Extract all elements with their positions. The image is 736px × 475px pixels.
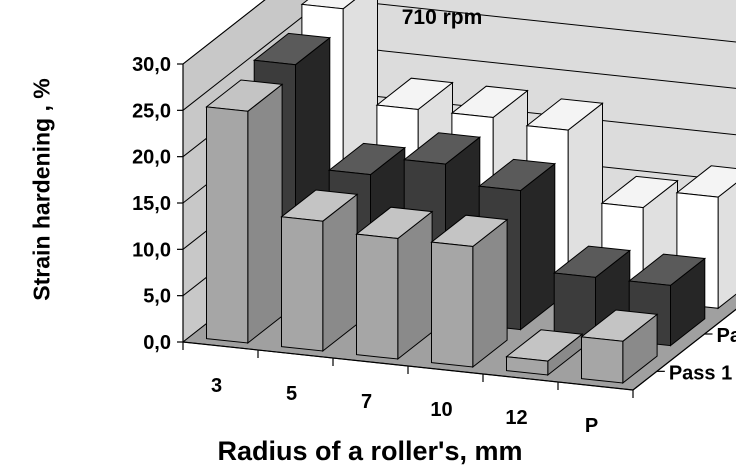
bar-front — [281, 216, 324, 352]
x-tick-label: 10 — [430, 399, 452, 421]
bar-front — [206, 106, 249, 344]
x-tick-label: 7 — [361, 391, 372, 413]
chart-title: 710 rpm — [401, 6, 483, 29]
x-axis: 3 5 7 10 12 P — [182, 341, 634, 437]
bar-side — [322, 193, 358, 353]
y-tick-label: 10,0 — [132, 239, 171, 261]
gridline — [182, 0, 736, 111]
bar-pass-1-10 — [430, 214, 509, 369]
x-axis-label: Radius of a roller's, mm — [217, 436, 523, 466]
bar-front — [356, 233, 399, 360]
y-tick-label: 25,0 — [132, 100, 171, 122]
y-tick-label: 15,0 — [132, 193, 171, 215]
bar-front — [506, 356, 549, 376]
y-axis: 0,0 5,0 10,0 15,0 20,0 25,0 30,0 — [132, 54, 184, 354]
series-label: Pass 1 — [669, 362, 732, 384]
bar-front — [553, 272, 596, 339]
x-tick-label: 3 — [211, 375, 222, 397]
bar-side — [520, 162, 556, 331]
gridline — [182, 0, 266, 65]
series-axis: Pass 1Pass 2Pass 3 — [632, 308, 736, 391]
y-axis-label: Strain hardening , % — [28, 78, 55, 301]
y-tick-label: 20,0 — [132, 147, 171, 169]
bar-pass-1-3 — [205, 79, 284, 345]
x-tick-label: 12 — [505, 407, 527, 429]
bar-front — [581, 336, 624, 384]
bar-front — [431, 241, 474, 368]
bar-pass-1-7 — [355, 206, 434, 361]
y-tick-label: 5,0 — [143, 286, 171, 308]
bars — [205, 0, 736, 385]
x-tick-label: 5 — [286, 383, 297, 405]
series-label: Pass 2 — [717, 325, 736, 347]
bar-pass-1-P — [580, 309, 659, 385]
bar-pass-1-12 — [505, 329, 584, 377]
x-tick-label: P — [585, 415, 598, 437]
bar-side — [247, 83, 283, 345]
bar-pass-1-5 — [280, 189, 359, 353]
y-tick-label: 0,0 — [143, 332, 171, 354]
y-tick-label: 30,0 — [132, 54, 171, 76]
